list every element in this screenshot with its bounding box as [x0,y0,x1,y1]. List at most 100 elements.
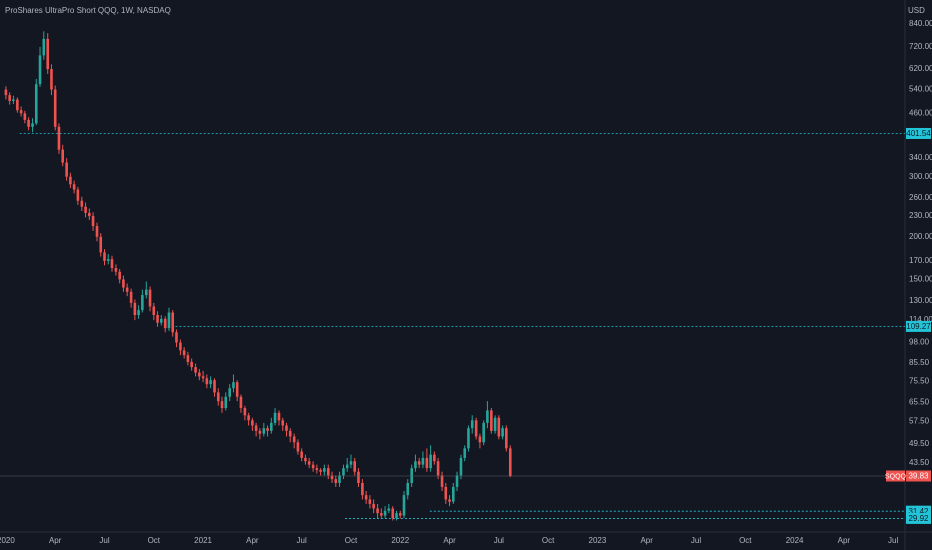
candle-body [65,162,68,177]
symbol-label: SQQQ [885,473,907,480]
y-tick-label: 300.00 [909,172,932,181]
y-tick-label: 260.00 [909,193,932,202]
candle-body [122,279,125,288]
y-tick-label: 130.00 [909,296,932,305]
candle-body [103,252,106,261]
candle-body [129,291,133,303]
candle-body [159,318,163,323]
x-tick-label: Oct [739,536,752,545]
candle-body [175,332,178,343]
candle-body [224,396,228,409]
x-tick-label: 2022 [391,536,409,545]
currency-label: USD [908,6,925,15]
candle-body [216,392,220,402]
level-label: 401.54 [906,129,931,138]
candle-body [88,212,91,217]
candle-body [319,469,322,472]
candle-body [440,475,444,487]
candle-body [304,457,307,462]
candle-body [448,499,451,502]
candle-body [501,428,504,437]
candle-body [125,287,129,292]
candle-body [292,436,296,443]
level-label: 109.27 [906,322,931,331]
candle-body [311,464,315,469]
candle-body [262,428,266,434]
candle-body [76,189,80,201]
candle-body [364,495,368,500]
candle-body [395,513,398,519]
candle-body [84,206,87,213]
candle-body [414,461,417,469]
candle-body [80,200,84,207]
y-tick-label: 49.50 [909,439,930,448]
candle-body [273,412,277,423]
candle-body [251,420,254,426]
x-tick-label: 2020 [0,536,15,545]
candle-body [38,55,42,85]
x-tick-label: Apr [640,536,653,545]
candle-body [398,513,402,516]
candle-body [417,461,421,465]
candle-body [179,342,182,351]
candle-body [167,312,171,329]
candle-body [205,378,209,385]
candle-body [137,310,140,316]
y-tick-label: 43.50 [909,458,930,467]
level-label-box [906,512,931,524]
candle-body [19,110,23,114]
candle-body [209,380,212,385]
level-label-box [906,505,931,517]
candle-body [190,361,193,368]
y-tick-label: 85.50 [909,358,930,367]
y-tick-label: 340.00 [909,153,932,162]
candle-body [118,271,121,280]
candle-body [235,382,239,397]
candle-body [95,226,99,237]
candle-body [421,457,425,465]
x-tick-label: Apr [443,536,456,545]
candle-body [391,508,395,519]
candle-body [406,482,410,496]
candle-body [194,367,197,373]
candle-body [46,38,50,70]
candle-body [106,259,110,261]
chart-title: ProShares UltraPro Short QQQ, 1W, NASDAQ [5,6,171,15]
candle-body [493,417,497,431]
y-tick-label: 840.00 [909,19,932,28]
candle-body [133,302,137,316]
candle-body [34,84,38,124]
candle-body [232,382,235,389]
x-tick-label: Apr [838,536,851,545]
candle-body [198,372,201,377]
candle-body [368,499,372,504]
y-tick-label: 170.00 [909,256,932,265]
x-tick-label: Oct [345,536,358,545]
candle-body [330,475,334,480]
x-tick-label: 2024 [786,536,804,545]
candle-body [490,410,493,431]
candle-body [27,119,30,127]
candle-body [50,69,53,90]
candle-body [444,486,448,500]
candle-body [342,468,345,476]
candle-body [486,410,489,423]
candle-body [459,457,463,476]
candle-body [23,113,27,120]
y-tick-label: 200.00 [909,232,932,241]
x-tick-label: 2021 [194,536,212,545]
candle-body [353,461,357,472]
candle-body [478,436,482,443]
candle-body [470,420,474,429]
candle-body [114,268,118,272]
x-tick-label: Jul [99,536,109,545]
x-tick-label: Jul [691,536,701,545]
candle-body [482,422,485,443]
candle-body [508,448,512,477]
candle-body [357,471,360,483]
y-tick-label: 57.50 [909,417,930,426]
candle-body [277,412,281,421]
candle-body [425,457,429,469]
candle-body [345,464,349,469]
